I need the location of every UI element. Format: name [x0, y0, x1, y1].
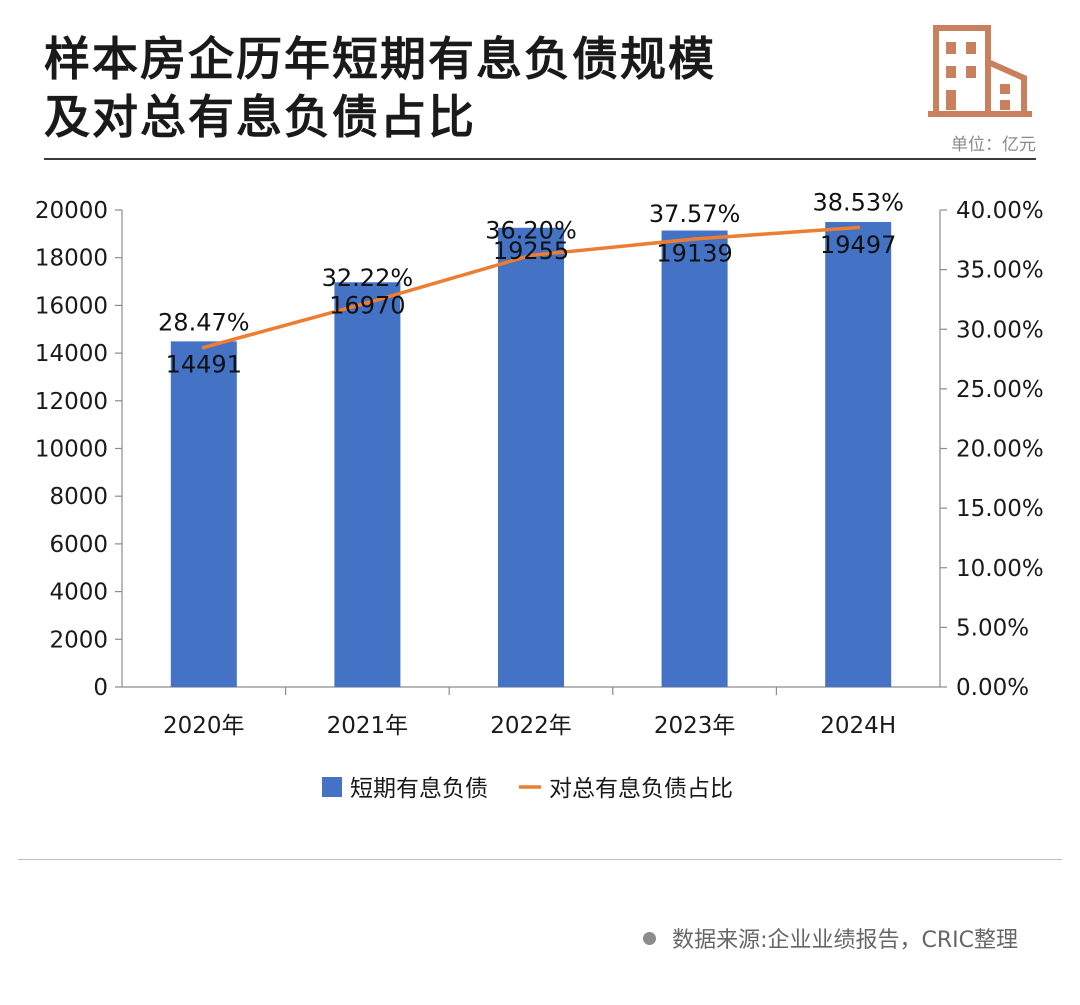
y-left-tick-label: 10000	[35, 437, 108, 463]
y-right-tick-label: 0.00%	[956, 675, 1029, 701]
y-right-tick-label: 20.00%	[956, 437, 1044, 463]
title-line-1: 样本房企历年短期有息负债规模	[44, 32, 716, 86]
unit-label: 单位：亿元	[951, 135, 1036, 155]
y-right-tick-label: 30.00%	[956, 317, 1044, 343]
source-note: 数据来源:企业业绩报告，CRIC整理	[643, 922, 1018, 954]
x-tick-label: 2023年	[654, 713, 736, 739]
legend-swatch-bar	[322, 777, 342, 797]
chart: 0 2000 4000 6000 8000 10000 12000 14000 16000 180…	[35, 189, 1044, 802]
y-left-tick-label: 20000	[35, 198, 108, 224]
line-point	[856, 225, 861, 230]
bar	[661, 230, 728, 687]
bar	[170, 341, 237, 687]
bar-data-label: 19139	[656, 240, 732, 268]
y-left-tick-label: 8000	[49, 484, 108, 510]
axes: 0 2000 4000 6000 8000 10000 12000 14000 16000 180…	[35, 198, 1044, 739]
legend-label-bar: 短期有息负债	[350, 776, 488, 802]
y-left-tick-label: 6000	[49, 532, 108, 558]
y-right-tick-label: 10.00%	[956, 556, 1044, 582]
bar	[334, 282, 401, 687]
bullet-icon	[643, 931, 657, 945]
x-tick-label: 2024H	[820, 713, 896, 739]
line-data-label: 38.53%	[812, 189, 904, 217]
source-text: 数据来源:企业业绩报告，CRIC整理	[672, 928, 1018, 953]
line-point	[529, 253, 533, 258]
chart-title: 样本房企历年短期有息负债规模 及对总有息负债占比	[44, 30, 716, 146]
y-left-tick-label: 2000	[49, 627, 108, 653]
y-left-tick-label: 14000	[35, 341, 108, 367]
footer-divider	[18, 859, 1062, 860]
x-tick-label: 2022年	[490, 713, 572, 739]
data-labels: 14491 16970 19255 19139 19497 28.47% 32.22% 36.…	[158, 189, 904, 379]
bar-data-label: 19497	[820, 231, 896, 259]
y-right-tick-label: 5.00%	[956, 615, 1029, 641]
legend: 短期有息负债 对总有息负债占比	[322, 776, 733, 802]
title-line-2: 及对总有息负债占比	[44, 90, 476, 144]
y-right-tick-label: 35.00%	[956, 258, 1044, 284]
y-left-tick-label: 4000	[49, 580, 108, 606]
bars	[170, 221, 892, 687]
line-point	[365, 300, 370, 305]
y-left-tick-label: 18000	[35, 246, 108, 272]
y-right-tick-label: 40.00%	[956, 198, 1044, 224]
y-left-tick-label: 12000	[35, 389, 108, 415]
y-left-tick-label: 16000	[35, 293, 108, 319]
bar-data-label: 16970	[329, 291, 405, 319]
y-left-tick-label: 0	[93, 675, 108, 701]
line-data-label: 36.20%	[485, 216, 577, 244]
line-series	[201, 225, 861, 350]
bar-data-label: 19255	[493, 237, 569, 265]
title-divider	[44, 158, 1036, 160]
bar	[825, 221, 892, 687]
legend-label-line: 对总有息负债占比	[549, 776, 733, 802]
y-right-tick-label: 25.00%	[956, 377, 1044, 403]
line-point	[201, 345, 206, 350]
y-right-tick-label: 15.00%	[956, 496, 1044, 522]
line-data-label: 37.57%	[649, 200, 741, 228]
bar	[498, 227, 564, 687]
x-tick-label: 2020年	[163, 713, 245, 739]
bar-data-label: 14491	[166, 350, 242, 378]
line-point	[692, 236, 697, 241]
building-icon	[928, 25, 1032, 117]
line-data-label: 32.22%	[322, 264, 414, 292]
line-data-label: 28.47%	[158, 308, 250, 336]
x-tick-label: 2021年	[327, 713, 409, 739]
